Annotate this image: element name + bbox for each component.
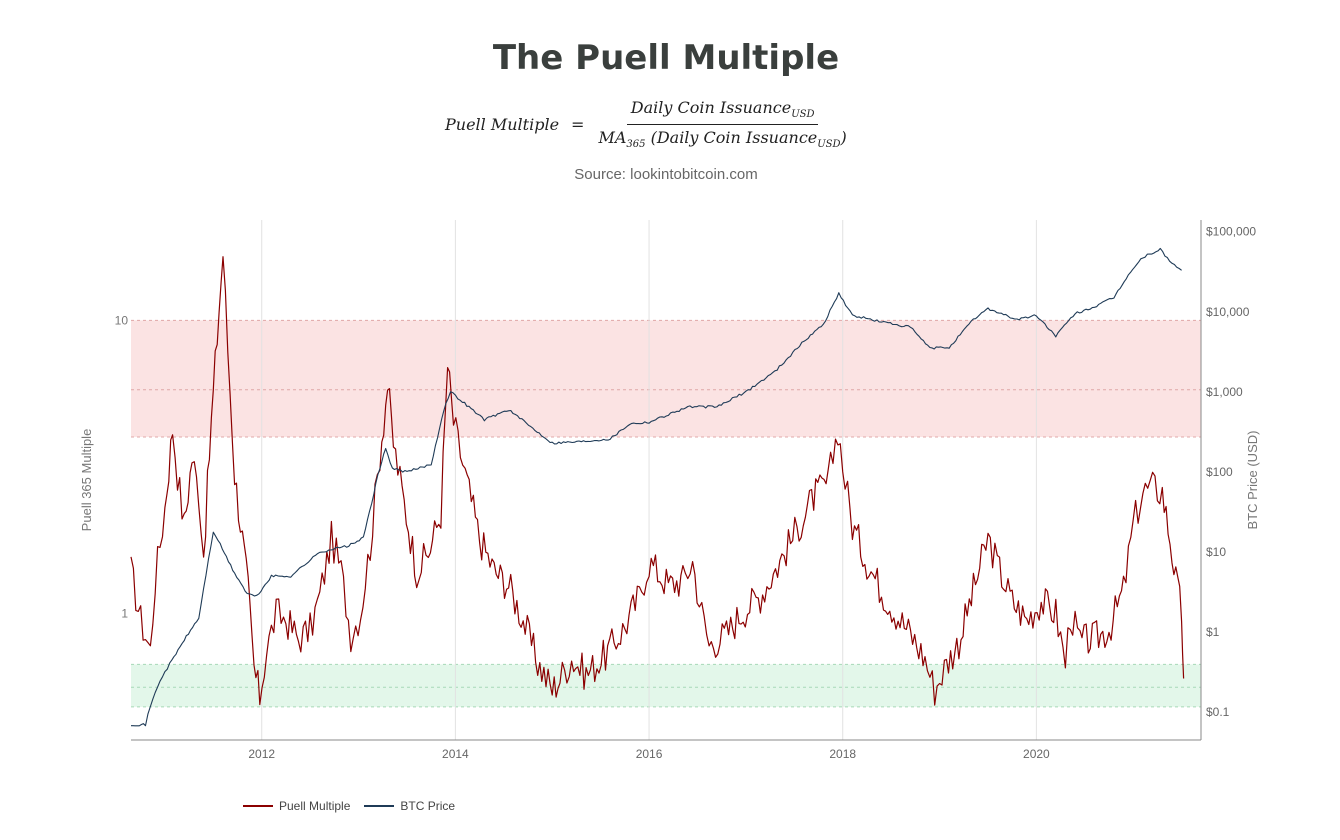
- formula-fraction: Daily Coin IssuanceUSD MA365 (Daily Coin…: [594, 98, 850, 149]
- formula-lhs: Puell Multiple: [445, 114, 560, 134]
- source-note: Source: lookintobitcoin.com: [574, 166, 758, 183]
- x-tick-label: 2020: [1023, 747, 1050, 761]
- right-tick-label: $10: [1206, 545, 1226, 559]
- x-tick-label: 2018: [829, 747, 856, 761]
- legend-swatch-puell: [243, 805, 273, 807]
- x-tick-label: 2014: [442, 747, 469, 761]
- left-tick-label: 1: [121, 606, 128, 620]
- left-tick-label: 10: [115, 313, 129, 327]
- right-tick-label: $0.1: [1206, 705, 1230, 719]
- puell-multiple-line: [130, 256, 1185, 706]
- formula-equals: =: [571, 114, 585, 134]
- legend-item-btc[interactable]: BTC Price: [364, 799, 455, 813]
- right-tick-label: $100: [1206, 465, 1233, 479]
- x-tick-label: 2016: [636, 747, 663, 761]
- x-tick-label: 2012: [248, 747, 275, 761]
- right-tick-label: $1: [1206, 625, 1220, 639]
- right-tick-label: $1,000: [1206, 385, 1243, 399]
- puell-formula: Puell Multiple = Daily Coin IssuanceUSD …: [445, 96, 851, 152]
- left-axis-title: Puell 365 Multiple: [79, 429, 94, 532]
- legend-label-btc: BTC Price: [400, 799, 456, 813]
- formula-numerator: Daily Coin IssuanceUSD: [626, 98, 819, 125]
- right-tick-label: $10,000: [1206, 305, 1250, 319]
- legend-swatch-btc: [364, 805, 395, 807]
- legend: Puell Multiple BTC Price: [243, 799, 469, 813]
- btc-price-line: [131, 247, 1182, 727]
- chart-title: The Puell Multiple: [492, 38, 840, 78]
- band-green: [131, 664, 1201, 707]
- band-red: [131, 320, 1201, 437]
- legend-label-puell: Puell Multiple: [279, 799, 351, 813]
- formula-denominator: MA365 (Daily Coin IssuanceUSD): [598, 127, 847, 150]
- right-axis-title: BTC Price (USD): [1245, 431, 1260, 530]
- legend-item-puell[interactable]: Puell Multiple: [243, 799, 350, 813]
- right-tick-label: $100,000: [1206, 225, 1256, 239]
